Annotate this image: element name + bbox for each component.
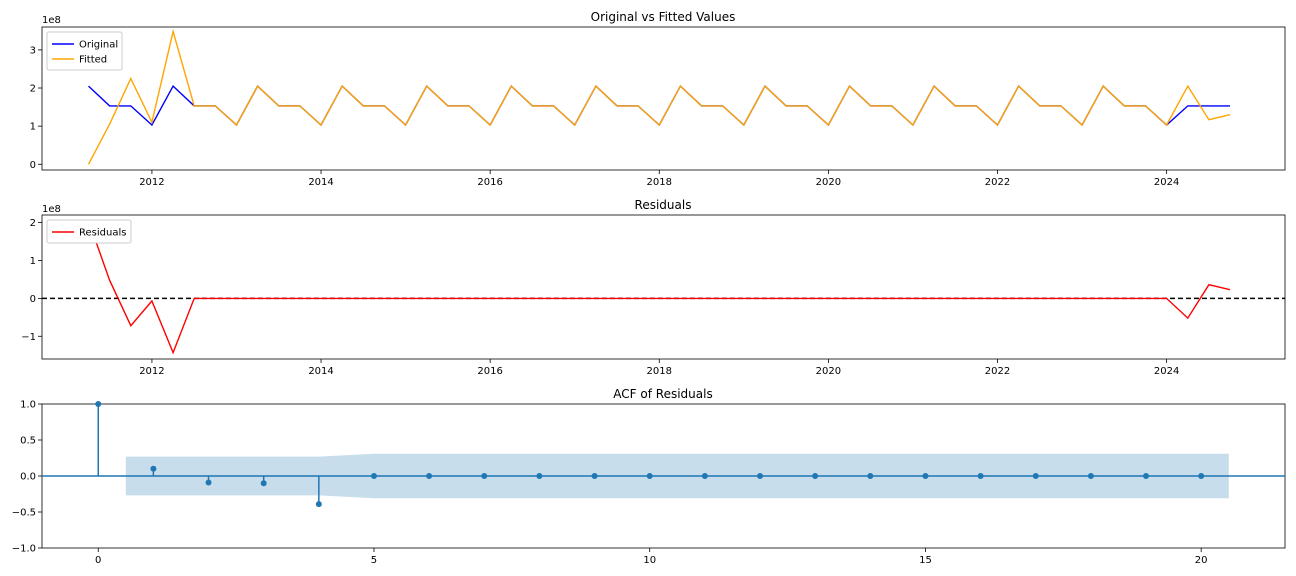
panel-title: Original vs Fitted Values xyxy=(591,10,736,24)
y-tick-label: 0.5 xyxy=(20,436,36,447)
acf-marker xyxy=(812,473,819,479)
x-tick-label: 2012 xyxy=(139,177,164,188)
x-tick-label: 2018 xyxy=(647,177,672,188)
y-offset-text: 1e8 xyxy=(42,204,61,215)
series-line-residuals xyxy=(87,220,1231,355)
y-tick-label: 2 xyxy=(30,84,36,95)
y-tick-label: 2 xyxy=(30,218,36,229)
x-tick-label: 5 xyxy=(371,555,377,566)
x-tick-label: 2014 xyxy=(308,366,333,377)
acf-marker xyxy=(1032,473,1039,479)
legend-label: Residuals xyxy=(79,228,126,239)
x-tick-label: 2014 xyxy=(308,177,333,188)
acf-marker xyxy=(481,473,488,479)
acf-marker xyxy=(977,473,984,479)
x-tick-label: 2022 xyxy=(985,366,1010,377)
plot-area xyxy=(41,26,1286,171)
acf-marker xyxy=(1143,473,1150,479)
x-tick-label: 10 xyxy=(643,555,656,566)
y-tick-label: 0 xyxy=(30,294,36,305)
x-tick-label: 2016 xyxy=(477,177,502,188)
original-vs-fitted-panel: Original vs Fitted Values 1e8 2012 2014 20… xyxy=(30,10,1286,188)
x-tick-label: 2020 xyxy=(816,177,841,188)
y-tick-label: 3 xyxy=(30,45,36,56)
x-tick-label: 20 xyxy=(1195,555,1208,566)
y-tick-label: −0.5 xyxy=(12,508,36,519)
series-lines xyxy=(87,28,1231,165)
y-tick-label: −1.0 xyxy=(12,544,36,555)
panel-title: Residuals xyxy=(635,198,692,212)
y-tick-label: 1 xyxy=(30,256,36,267)
series-line-fitted xyxy=(87,28,1231,165)
x-tick-label: 2018 xyxy=(647,366,672,377)
legend-label: Original xyxy=(79,40,118,51)
y-offset-text: 1e8 xyxy=(42,15,61,26)
acf-marker xyxy=(646,473,653,479)
axis-ticks: 2012 2014 2016 2018 2020 2022 2024 0 1 2 3 xyxy=(30,45,1180,188)
x-tick-label: 2020 xyxy=(816,366,841,377)
legend-label: Fitted xyxy=(79,55,107,66)
x-tick-label: 2016 xyxy=(477,366,502,377)
acf-marker xyxy=(757,473,764,479)
acf-marker xyxy=(1087,473,1094,479)
acf-marker xyxy=(701,473,708,479)
x-tick-label: 0 xyxy=(95,555,101,566)
x-tick-label: 2022 xyxy=(985,177,1010,188)
acf-stems xyxy=(95,401,1205,508)
acf-marker xyxy=(95,401,102,407)
acf-marker xyxy=(260,480,267,487)
panel-title: ACF of Residuals xyxy=(613,387,712,401)
acf-marker xyxy=(922,473,929,479)
acf-marker xyxy=(150,465,157,472)
x-tick-label: 2012 xyxy=(139,366,164,377)
y-tick-label: 1.0 xyxy=(20,400,36,411)
y-tick-label: −1 xyxy=(21,332,36,343)
acf-marker xyxy=(370,473,377,479)
x-tick-label: 2024 xyxy=(1154,177,1179,188)
y-tick-label: 0.0 xyxy=(20,472,36,483)
axis-ticks: 0 5 10 15 20 −1.0 −0.5 0.0 0.5 1.0 xyxy=(12,400,1208,567)
x-tick-label: 15 xyxy=(919,555,932,566)
legend-box xyxy=(46,219,132,244)
legend-box xyxy=(46,31,123,71)
plot-area xyxy=(41,214,1286,360)
y-tick-label: 1 xyxy=(30,122,36,133)
legend: Original Fitted xyxy=(46,31,123,71)
x-tick-label: 2024 xyxy=(1154,366,1179,377)
acf-marker xyxy=(315,501,322,508)
acf-marker xyxy=(205,479,212,486)
acf-marker xyxy=(536,473,543,479)
legend: Residuals xyxy=(46,219,132,244)
axis-ticks: 2012 2014 2016 2018 2020 2022 2024 −1 0 1 2 xyxy=(21,218,1179,377)
residuals-panel: Residuals 1e8 2012 2014 2016 2018 2020 2022 20… xyxy=(21,198,1286,377)
series-lines xyxy=(87,220,1231,355)
acf-marker xyxy=(867,473,874,479)
acf-marker xyxy=(426,473,433,479)
acf-marker xyxy=(591,473,598,479)
acf-panel: ACF of Residuals 0 5 10 15 20 −1.0 −0.5 0.0 0.5 1… xyxy=(12,387,1286,567)
acf-marker xyxy=(1198,473,1205,479)
y-tick-label: 0 xyxy=(30,160,36,171)
